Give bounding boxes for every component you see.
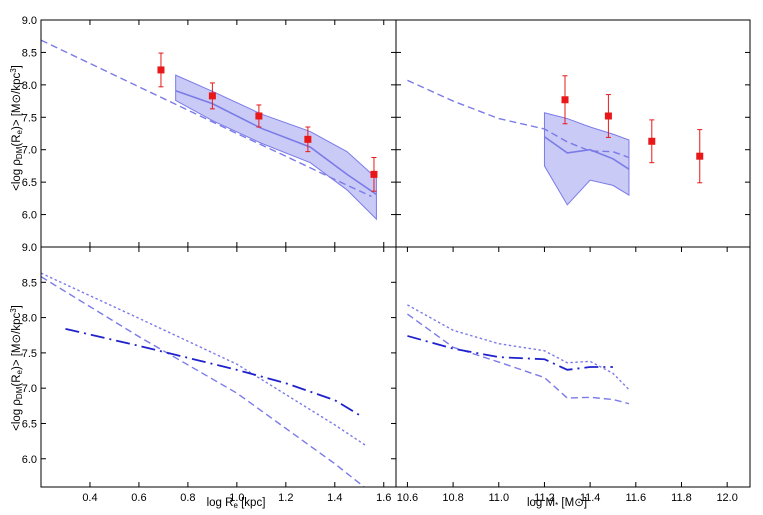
data-point [304,135,312,143]
y-tick-label: 7.5 [22,348,37,360]
x-tick-label: 1.4 [327,492,342,504]
x-axis-label-left: log Re [kpc] [207,497,266,510]
x-tick-label: 1.2 [278,492,293,504]
data-point [696,152,704,160]
y-tick-label: 9.0 [22,242,37,254]
y-tick-label: 6.5 [22,418,37,430]
plot-area [41,272,368,487]
series-dotted-line [407,304,630,391]
x-tick-label: 12.0 [716,492,737,504]
y-tick-label: 7.5 [22,112,37,124]
y-tick-label: 6.5 [22,177,37,189]
y-axis-label-bottom: <log ρDM(Re)> [M⊙/kpc3] [9,305,24,431]
x-tick-label: 11.0 [488,492,509,504]
plot-area [407,304,630,405]
x-tick-label: 11.6 [626,492,647,504]
series-solid-line [175,89,377,196]
data-point [208,92,216,100]
panel-frame [40,19,397,248]
data-point [255,112,263,120]
x-tick-label: 10.6 [397,492,418,504]
y-tick-label: 6.0 [22,454,37,466]
plot-area [407,79,630,206]
data-point [561,96,569,104]
y-tick-label: 7.0 [22,383,37,395]
x-tick-label: 1.0 [229,492,244,504]
y-axis-label-top: <log ρDM(Re)> [M⊙/kpc3] [9,65,24,191]
confidence-band [543,112,630,206]
x-tick-label: 0.6 [131,492,146,504]
data-point [370,170,378,178]
panel-top-left: 6.0 6.5 7.0 7.5 8.0 8.5 9.0 [22,15,397,248]
y-tick-label: 8.0 [22,80,37,92]
series-solid-line [543,136,630,170]
panel-bottom-left: 6.0 6.5 7.0 7.5 8.0 8.5 9.0 0.4 0.6 0.8 1.0 1.2 1.4 1… [22,242,397,504]
data-point [648,137,656,145]
confidence-band [175,74,377,221]
panel-top-right [395,19,751,248]
data-point [157,66,165,74]
x-tick-label: 1.6 [376,492,391,504]
series-dashed-line [41,276,365,487]
series-dotted-line [41,272,368,447]
data-point [604,112,612,120]
series-dashdot-line [407,335,613,371]
x-tick-label: 10.8 [442,492,463,504]
x-tick-label: 11.4 [580,492,601,504]
x-axis-label-right: log M* [M⊙] [527,497,587,510]
y-tick-label: 6.0 [22,210,37,222]
x-tick-label: 0.8 [180,492,195,504]
y-tick-label: 8.5 [22,47,37,59]
x-tick-label: 11.8 [671,492,692,504]
series-dashed-line [41,39,372,198]
series-dashed-line [407,79,630,159]
y-tick-label: 9.0 [22,15,37,27]
panel-frame [395,246,751,488]
y-tick-label: 7.0 [22,145,37,157]
series-dashdot-line [65,328,360,416]
y-tick-label: 8.0 [22,313,37,325]
y-tick-label: 8.5 [22,277,37,289]
panel-frame [40,246,397,488]
series-dashed-line [407,313,630,405]
x-tick-label: 0.4 [82,492,97,504]
x-tick-label: 11.2 [534,492,555,504]
panel-bottom-right: 10.6 10.8 11.0 11.2 11.4 11.6 11.8 12.0 [395,246,751,504]
plot-area [41,39,377,221]
